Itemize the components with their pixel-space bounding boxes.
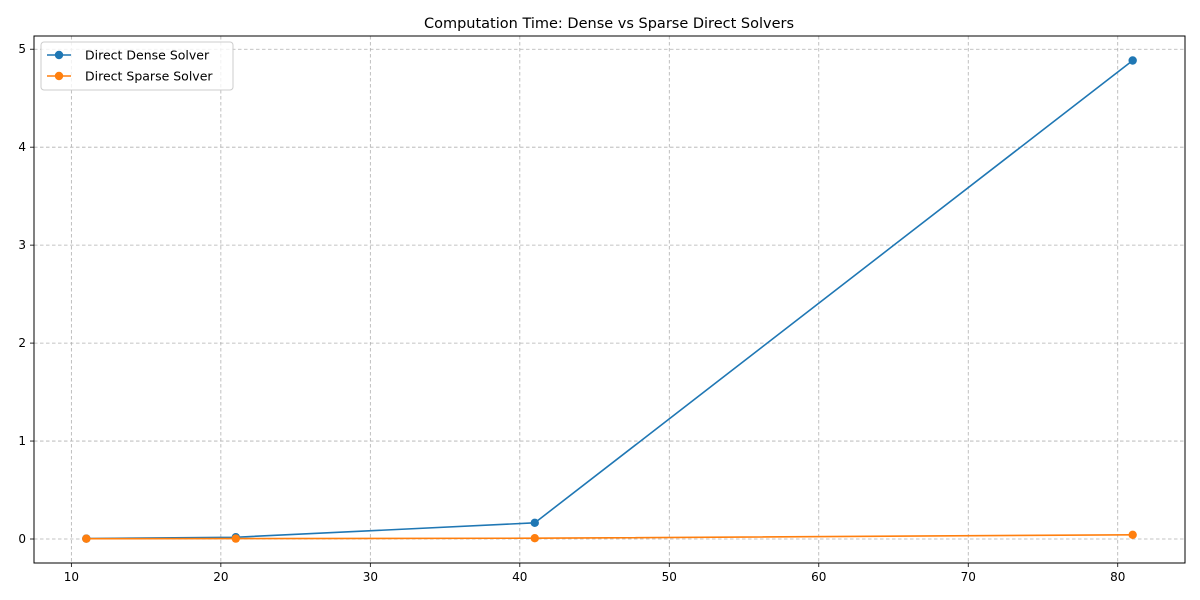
legend-item: Direct Sparse Solver (47, 69, 213, 84)
y-tick-label: 1 (18, 434, 26, 448)
data-point (530, 518, 539, 528)
legend-swatch-marker (54, 50, 64, 60)
x-tick-label: 60 (811, 570, 826, 584)
series-line (86, 533, 1133, 540)
legend-box (40, 41, 234, 91)
data-point (82, 534, 91, 543)
legend-swatch-marker (54, 71, 64, 81)
plot-frame (33, 35, 1186, 564)
data-point (1128, 56, 1137, 65)
x-tick-label: 30 (363, 570, 378, 584)
x-tick-label: 20 (213, 570, 228, 584)
x-tick-label: 70 (961, 570, 976, 584)
data-point (1128, 530, 1137, 539)
grid-lines (34, 36, 1185, 563)
y-tick-label: 5 (18, 42, 26, 56)
y-tick-label: 3 (18, 238, 26, 252)
legend-item: Direct Dense Solver (47, 48, 210, 63)
x-tick-label: 50 (662, 570, 677, 584)
data-point (530, 534, 539, 543)
legend-label: Direct Dense Solver (85, 48, 210, 63)
x-tick-label: 80 (1110, 570, 1125, 584)
chart-title: Computation Time: Dense vs Sparse Direct… (424, 16, 794, 32)
legend: Direct Dense Solver Direct Sparse Solver (40, 41, 234, 91)
series-2 (82, 530, 1137, 543)
data-point (231, 534, 240, 543)
series-layer (82, 56, 1137, 543)
axis-ticks: 10 20 30 40 50 60 70 80 0 1 2 3 4 5 (18, 42, 1125, 584)
legend-label: Direct Sparse Solver (85, 69, 213, 84)
y-tick-label: 2 (18, 336, 26, 350)
x-tick-label: 40 (512, 570, 527, 584)
y-tick-label: 4 (18, 140, 26, 154)
y-tick-label: 0 (18, 532, 26, 546)
x-tick-label: 10 (64, 570, 79, 584)
